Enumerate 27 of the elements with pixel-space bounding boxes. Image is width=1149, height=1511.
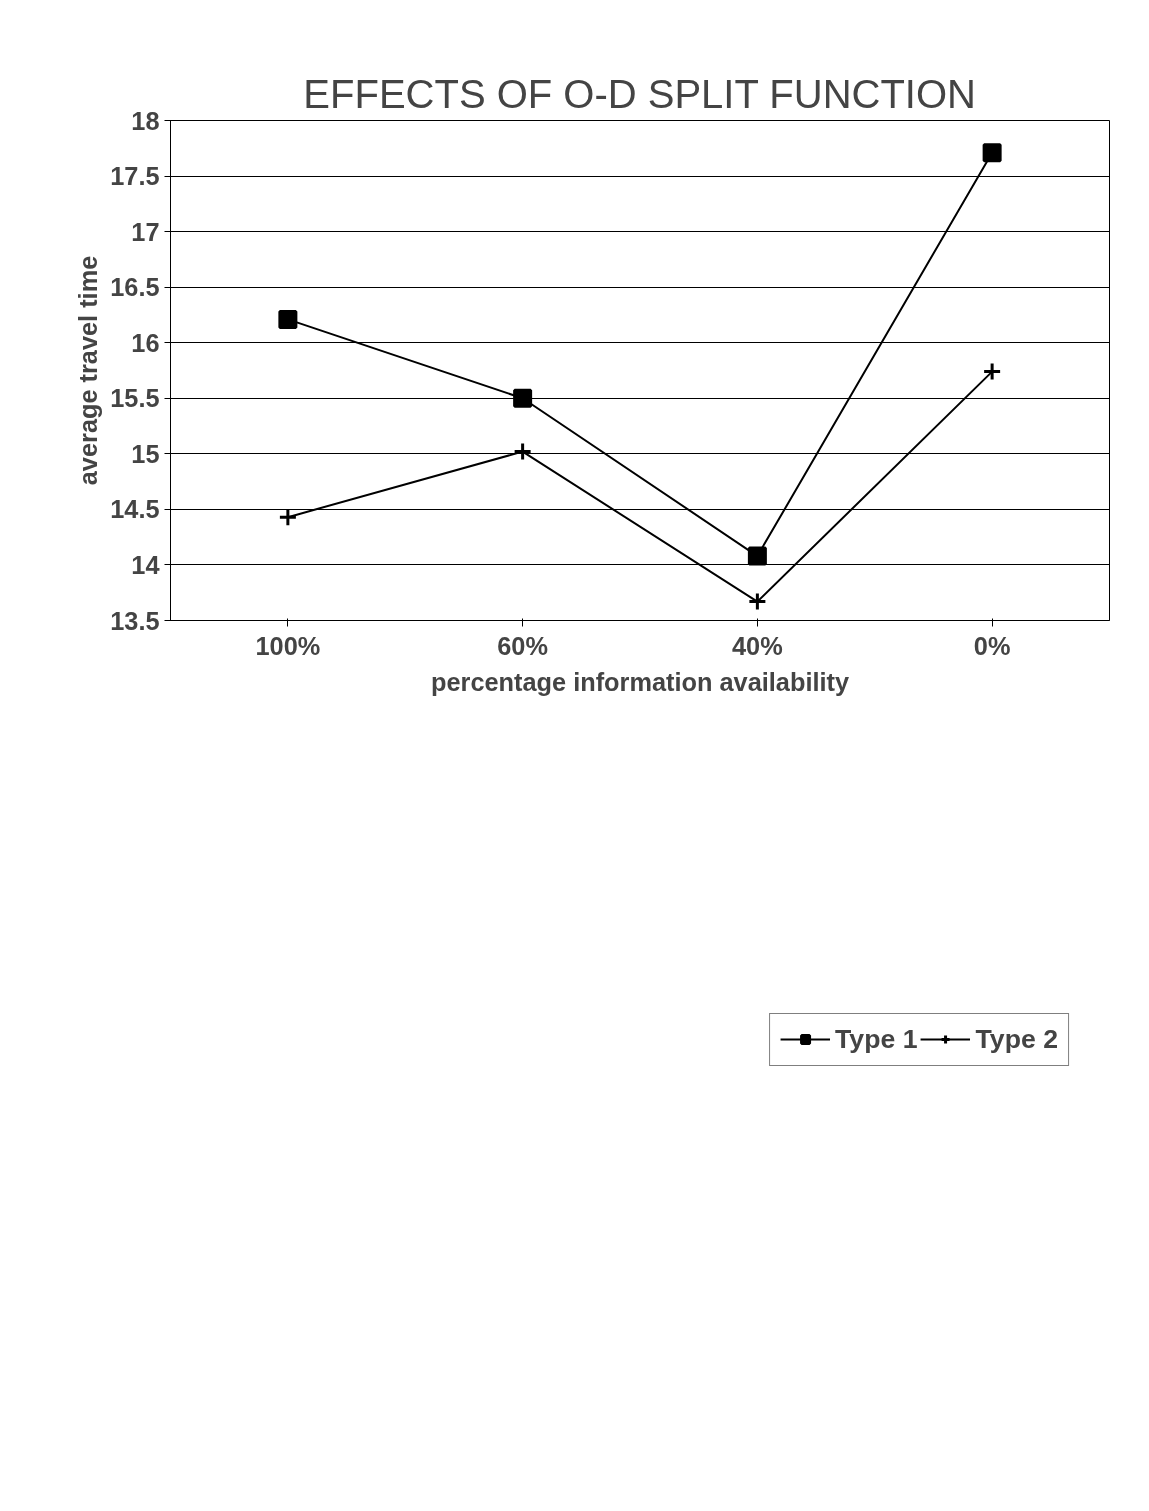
y-tick-label: 15.5 [110, 384, 160, 413]
y-tick-label: 16.5 [110, 273, 160, 302]
x-axis-title: percentage information availability [430, 667, 850, 696]
legend-label: Type 1 [835, 1023, 918, 1055]
legend-label: Type 2 [975, 1023, 1058, 1055]
x-tick-label: 100% [255, 631, 321, 660]
point [278, 507, 298, 527]
y-tick-label: 13.5 [110, 606, 160, 635]
chart-title: EFFECTS OF O-D SPLIT FUNCTION [303, 71, 976, 116]
y-tick-label: 14.5 [110, 495, 160, 524]
point [278, 309, 298, 329]
y-tick-label: 16 [131, 328, 160, 357]
y-tick-label: 17.5 [110, 162, 160, 191]
x-tick-label: 40% [732, 631, 783, 660]
y-axis-title: average travel time [74, 255, 103, 486]
y-tick-label: 15 [131, 439, 160, 468]
x-tick-label: 0% [973, 631, 1011, 660]
y-tick-label: 14 [131, 550, 160, 579]
point [513, 388, 533, 408]
point [513, 442, 533, 462]
point [982, 143, 1002, 163]
point [982, 362, 1002, 382]
x-tick-label: 60% [497, 631, 548, 660]
point [747, 592, 767, 612]
y-tick-label: 18 [131, 106, 160, 135]
y-tick-label: 17 [131, 217, 160, 246]
point [747, 546, 767, 566]
